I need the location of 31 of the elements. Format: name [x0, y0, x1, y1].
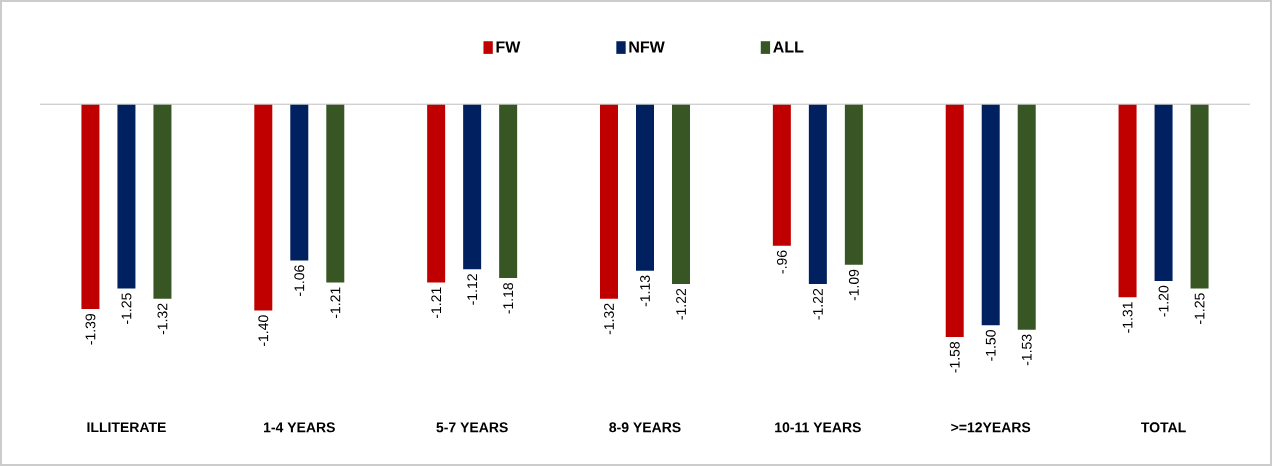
data-label: -1.32: [157, 303, 168, 335]
data-label: -1.25: [1194, 293, 1205, 324]
data-label: -1.40: [258, 315, 269, 347]
data-label: -1.06: [294, 265, 305, 296]
data-label: -1.50: [985, 330, 996, 361]
x-tick-label: 5-7 YEARS: [436, 422, 508, 433]
x-tick-label: >=12YEARS: [951, 422, 1031, 433]
data-label: -1.32: [604, 303, 614, 335]
data-label: -.96: [776, 250, 787, 274]
legend-label: ALL: [773, 41, 804, 53]
data-label: -1.12: [467, 274, 478, 305]
data-label: -1.53: [1021, 334, 1032, 366]
data-label: -1.58: [949, 341, 960, 373]
data-label: -1.31: [1122, 302, 1133, 333]
x-tick-label: 1-4 YEARS: [263, 422, 335, 433]
x-tick-label: 8-9 YEARS: [609, 422, 681, 433]
data-label: -1.21: [330, 287, 341, 319]
x-tick-label: ILLITERATE: [87, 422, 166, 432]
x-tick-label: TOTAL: [1141, 422, 1186, 433]
data-label: -1.22: [676, 288, 686, 320]
data-label: -1.21: [431, 287, 442, 319]
data-label: -1.18: [503, 282, 514, 314]
data-label: -1.20: [1158, 285, 1169, 317]
data-label: -1.25: [121, 293, 132, 324]
x-tick-label: 10-11 YEARS: [775, 422, 861, 433]
data-label: -1.39: [85, 313, 96, 345]
data-label: -1.22: [812, 288, 823, 320]
data-label: -1.09: [848, 269, 859, 301]
legend-label: FW: [496, 41, 521, 53]
legend-label: NFW: [629, 41, 665, 53]
data-label: -1.13: [640, 275, 650, 307]
